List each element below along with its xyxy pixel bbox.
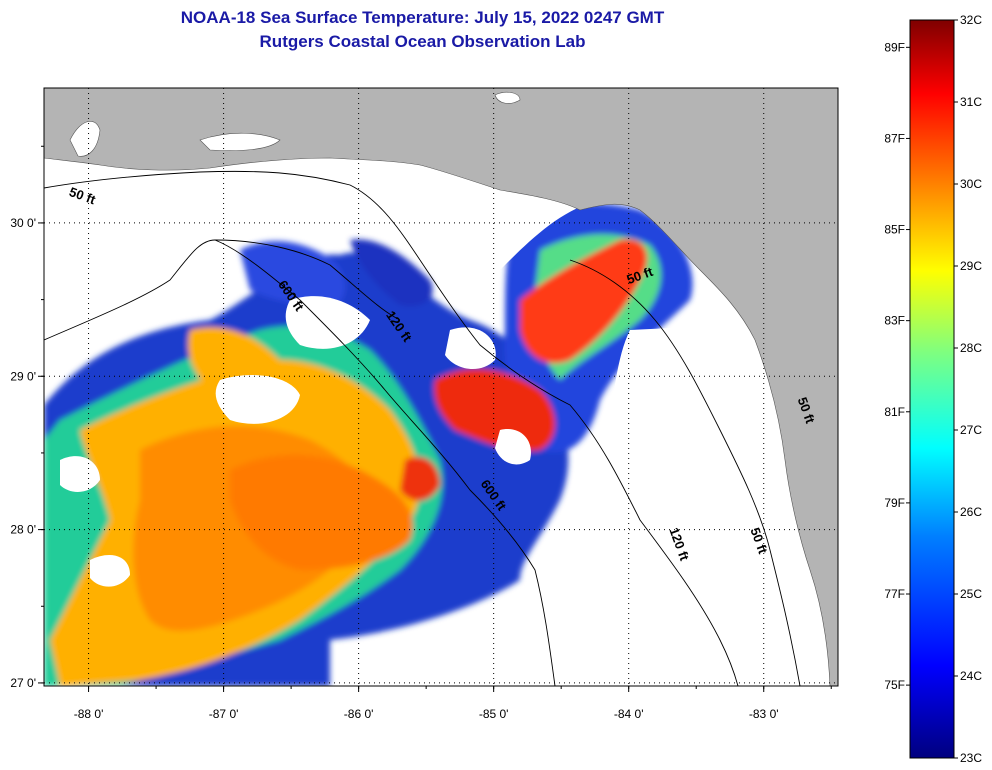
colorbar-f-label: 85F [884, 223, 905, 237]
y-tick-label: 30 0' [10, 216, 36, 230]
colorbar-f-label: 77F [884, 587, 905, 601]
y-tick-label: 28 0' [10, 523, 36, 537]
x-tick-label: -85 0' [479, 707, 509, 721]
colorbar-f-label: 81F [884, 405, 905, 419]
colorbar-c-label: 30C [960, 177, 982, 191]
colorbar-f-label: 83F [884, 314, 905, 328]
colorbar-c-label: 29C [960, 259, 982, 273]
x-tick-label: -87 0' [209, 707, 239, 721]
colorbar-c-label: 32C [960, 13, 982, 27]
colorbar-f-label: 75F [884, 678, 905, 692]
colorbar-c-label: 27C [960, 423, 982, 437]
x-tick-label: -83 0' [749, 707, 779, 721]
coastal-bays [69, 91, 521, 157]
y-tick-label: 29 0' [10, 369, 36, 383]
colorbar-c-label: 26C [960, 505, 982, 519]
land [44, 88, 838, 686]
x-tick-label: -84 0' [614, 707, 644, 721]
colorbar-fahrenheit-labels: 89F87F85F83F81F79F77F75F73F [884, 40, 910, 770]
colorbar-c-label: 25C [960, 587, 982, 601]
sst-field [44, 203, 693, 686]
colorbar-gradient [909, 19, 955, 759]
y-axis: 30 0' 29 0' 28 0' 27 0' [10, 145, 44, 690]
map-subtitle: Rutgers Coastal Ocean Observation Lab [259, 32, 586, 51]
colorbar-c-label: 23C [960, 751, 982, 765]
colorbar-f-label: 79F [884, 496, 905, 510]
x-axis: -88 0' -87 0' -86 0' -85 0' -84 0' -83 0' [74, 686, 832, 721]
colorbar-celsius-labels: 32C 31C 30C 29C 28C 27C 26C 25C 24C 23C [954, 13, 982, 765]
colorbar-c-label: 28C [960, 341, 982, 355]
colorbar: 32C 31C 30C 29C 28C 27C 26C 25C 24C 23C 89F 87F 85F… [884, 13, 982, 770]
y-tick-label: 27 0' [10, 676, 36, 690]
depth-contours [44, 170, 801, 686]
colorbar-f-label: 89F [884, 40, 905, 54]
x-tick-label: -88 0' [74, 707, 104, 721]
plot-frame [43, 87, 839, 687]
colorbar-c-label: 24C [960, 669, 982, 683]
colorbar-c-label: 31C [960, 95, 982, 109]
map-title: NOAA-18 Sea Surface Temperature: July 15… [180, 8, 665, 27]
colorbar-f-label: 87F [884, 131, 905, 145]
x-tick-label: -86 0' [344, 707, 374, 721]
